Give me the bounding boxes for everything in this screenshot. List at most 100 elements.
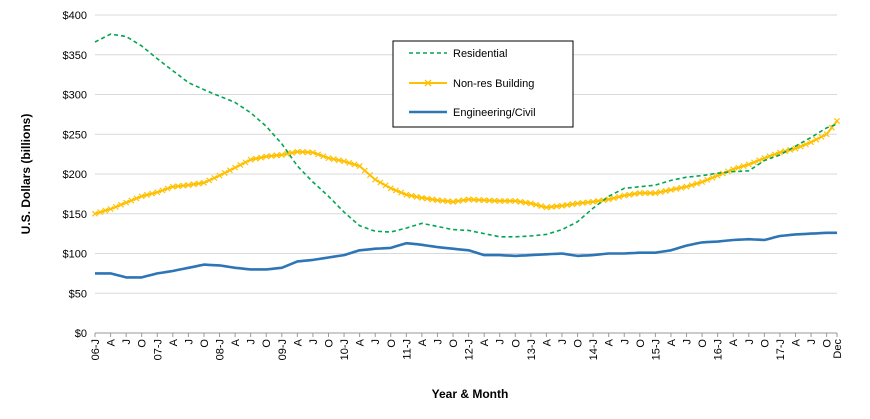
data-point-marker — [289, 149, 296, 156]
y-tick-label: $250 — [63, 129, 87, 141]
data-point-marker — [164, 185, 171, 192]
data-point-marker — [351, 161, 358, 168]
data-point-marker — [833, 117, 841, 125]
data-point-marker — [102, 207, 109, 214]
data-point-marker — [372, 176, 379, 183]
data-point-marker — [673, 185, 680, 192]
x-tick-label: J — [806, 339, 818, 345]
series-line-residential — [94, 33, 838, 238]
data-point-marker — [740, 163, 747, 170]
data-point-marker — [97, 209, 104, 216]
data-point-marker — [237, 161, 244, 169]
data-point-marker — [776, 149, 783, 156]
data-point-marker — [232, 164, 239, 171]
data-point-marker — [569, 201, 576, 208]
data-point-marker — [813, 136, 820, 143]
data-point-marker — [408, 192, 415, 199]
data-point-marker — [657, 188, 664, 196]
x-tick-label: J — [246, 339, 258, 345]
x-tick-label: 11-J — [401, 339, 413, 360]
series-line-non-res-building — [94, 120, 838, 215]
x-tick-label: 13-J — [526, 339, 538, 360]
x-tick-label: J — [370, 339, 382, 345]
data-point-marker — [543, 204, 550, 211]
data-point-marker — [756, 157, 763, 164]
legend-label-residential: Residential — [453, 48, 507, 60]
data-point-marker — [252, 155, 259, 162]
data-point-marker — [735, 164, 742, 171]
data-point-marker — [667, 186, 674, 193]
data-point-marker — [522, 199, 529, 206]
data-point-marker — [366, 172, 374, 179]
data-point-marker — [304, 149, 311, 156]
x-tick-label: O — [697, 339, 709, 348]
x-tick-label: J — [557, 339, 569, 345]
data-point-marker — [91, 210, 99, 217]
data-point-marker — [590, 198, 597, 205]
x-tick-label: A — [168, 338, 180, 346]
x-tick-label: O — [573, 339, 585, 348]
data-point-marker — [434, 197, 441, 204]
data-point-marker — [200, 179, 207, 186]
data-point-marker — [263, 153, 270, 160]
x-tick-label: A — [417, 338, 429, 346]
data-point-marker — [346, 159, 353, 166]
data-point-marker — [662, 187, 669, 194]
x-tick-label: O — [448, 339, 460, 348]
data-point-marker — [481, 197, 488, 204]
x-tick-label: A — [355, 338, 367, 346]
legend-label-non-res-building: Non-res Building — [453, 78, 534, 90]
x-tick-label: J — [308, 339, 320, 345]
data-point-marker — [356, 163, 363, 170]
x-tick-label: 06-J — [90, 339, 102, 360]
data-point-marker — [460, 197, 467, 204]
data-point-marker — [211, 174, 218, 181]
x-tick-label: 12-J — [464, 339, 476, 360]
data-point-marker — [216, 172, 223, 179]
data-point-marker — [268, 152, 275, 160]
data-point-marker — [149, 190, 156, 197]
data-point-marker — [621, 192, 628, 199]
y-tick-label: $400 — [63, 10, 87, 22]
data-point-marker — [792, 145, 799, 152]
data-point-marker — [123, 199, 130, 206]
x-tick-label: 17-J — [775, 339, 787, 360]
data-point-marker — [507, 198, 514, 205]
data-point-marker — [309, 149, 316, 156]
data-point-marker — [491, 197, 498, 204]
y-axis-title: U.S. Dollars (billions) — [19, 114, 33, 235]
data-point-marker — [527, 200, 534, 207]
data-point-marker — [117, 201, 124, 208]
x-tick-label: 16-J — [713, 339, 725, 360]
data-point-marker — [455, 198, 462, 205]
x-tick-label: 08-J — [215, 339, 227, 360]
data-point-marker — [558, 202, 566, 209]
data-point-marker — [429, 196, 436, 203]
data-point-marker — [616, 193, 623, 200]
data-point-marker — [808, 139, 815, 146]
data-point-marker — [574, 200, 581, 207]
data-point-marker — [174, 183, 182, 190]
x-tick-label: A — [230, 338, 242, 346]
x-tick-label: O — [386, 339, 398, 348]
data-point-marker — [226, 167, 233, 174]
data-point-marker — [320, 153, 327, 160]
data-point-marker — [169, 183, 176, 190]
data-point-marker — [143, 191, 150, 198]
y-tick-label: $50 — [69, 288, 87, 300]
x-tick-label: O — [137, 339, 149, 348]
data-point-marker — [450, 198, 457, 205]
series-markers-non-res-building — [91, 117, 841, 217]
data-point-marker — [548, 203, 555, 210]
x-axis-title: Year & Month — [432, 387, 509, 401]
x-tick-label: 10-J — [339, 339, 351, 360]
x-tick-label: 07-J — [152, 339, 164, 360]
data-point-marker — [335, 157, 342, 164]
y-tick-label: $100 — [63, 249, 87, 261]
y-tick-label: $150 — [63, 209, 87, 221]
data-point-marker — [185, 182, 192, 189]
data-point-marker — [605, 196, 612, 203]
data-point-marker — [802, 141, 809, 148]
y-tick-label: $0 — [75, 328, 87, 340]
